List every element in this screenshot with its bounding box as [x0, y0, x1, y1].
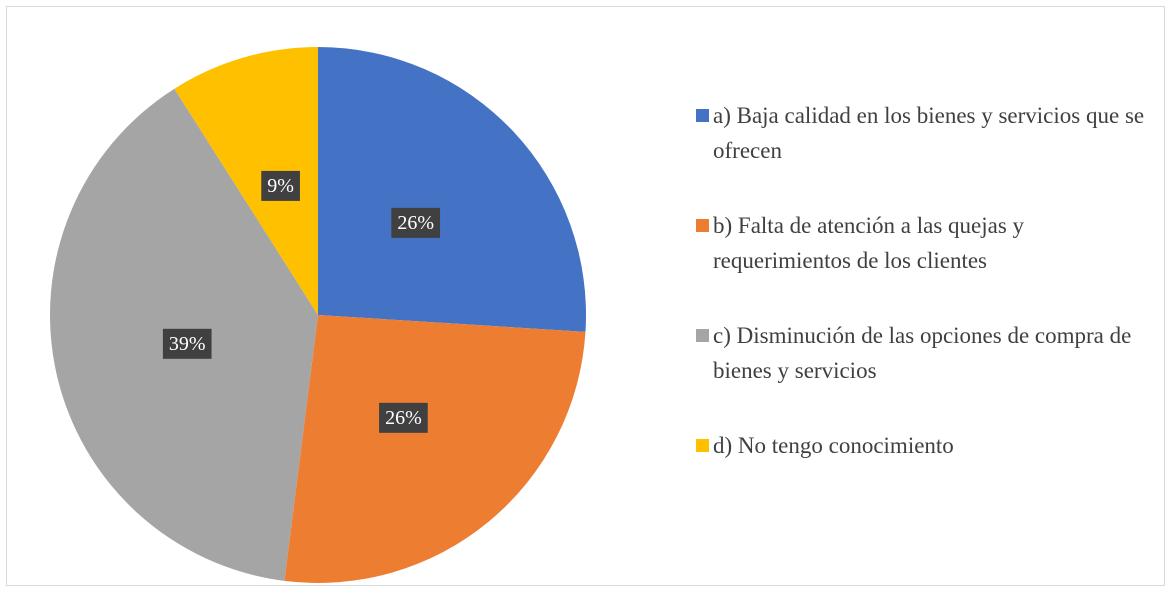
legend-item: b) Falta de atención a las quejas y requ… — [696, 208, 1158, 278]
data-label: 26% — [397, 212, 434, 234]
data-label-box — [379, 402, 428, 433]
legend-label: d) No tengo conocimiento — [713, 433, 954, 458]
legend-item: d) No tengo conocimiento — [696, 428, 1158, 463]
pie-slice — [174, 47, 318, 315]
legend: a) Baja calidad en los bienes y servicio… — [696, 98, 1158, 503]
pie-slice — [284, 315, 586, 583]
data-label-box — [261, 170, 300, 201]
frame — [6, 6, 1165, 586]
pie-slice — [318, 47, 587, 332]
data-label: 26% — [385, 407, 422, 429]
data-label: 9% — [267, 175, 294, 197]
legend-swatch — [696, 219, 709, 232]
legend-label: b) Falta de atención a las quejas y requ… — [713, 213, 1025, 273]
data-label-box — [391, 207, 441, 238]
legend-item: c) Disminución de las opciones de compra… — [696, 318, 1158, 388]
legend-swatch — [696, 109, 709, 122]
legend-label: a) Baja calidad en los bienes y servicio… — [713, 103, 1145, 163]
data-label-box — [162, 328, 212, 359]
legend-item: a) Baja calidad en los bienes y servicio… — [696, 98, 1158, 168]
legend-swatch — [696, 329, 709, 342]
legend-label: c) Disminución de las opciones de compra… — [713, 323, 1132, 383]
data-label: 39% — [169, 333, 206, 355]
legend-swatch — [696, 439, 709, 452]
